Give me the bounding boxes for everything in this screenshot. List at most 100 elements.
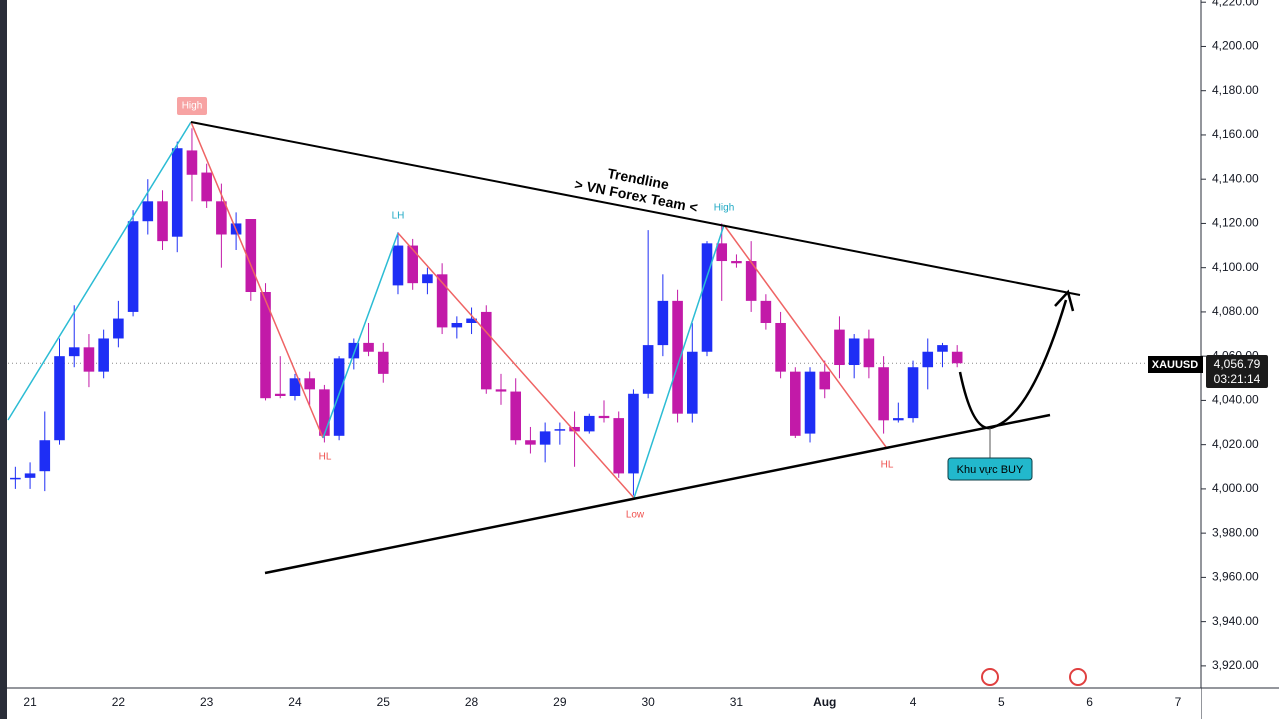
candle-body [745, 261, 757, 301]
trendline-bottom [264, 413, 1051, 575]
candle-body [598, 415, 610, 419]
candle-body [113, 318, 124, 339]
candle-body [922, 351, 934, 368]
candle-body [127, 221, 139, 312]
candle-body [686, 351, 698, 414]
x-tick-label: Aug [813, 695, 836, 709]
price-tag [1206, 355, 1268, 388]
candle-body [142, 201, 154, 222]
projection-arrow [958, 299, 1068, 430]
candle-body [701, 243, 713, 352]
x-tick-label: 6 [1086, 695, 1093, 709]
pivot-label: High [714, 203, 735, 214]
candle-body [848, 338, 860, 366]
x-tick-label: 23 [200, 695, 214, 709]
candle-body [893, 418, 904, 421]
candle-body [260, 292, 271, 399]
candle-body [804, 371, 816, 434]
symbol-label: XAUUSD [1152, 359, 1199, 371]
candle-body [274, 393, 286, 396]
candle-body [834, 329, 845, 366]
candle-body [539, 431, 551, 445]
pivot-label: HL [319, 452, 332, 463]
candle-body [98, 338, 109, 372]
zigzag-down [397, 232, 635, 499]
candle-body [554, 429, 566, 431]
candle-body [377, 351, 389, 374]
candle-body [363, 342, 374, 352]
candle-body [480, 311, 492, 390]
zigzag-up [633, 224, 725, 499]
label-box [177, 97, 207, 115]
y-tick-label: 3,960.00 [1212, 570, 1259, 584]
candle-body [583, 415, 595, 432]
y-tick-label: 4,180.00 [1212, 83, 1259, 97]
candle-body [495, 389, 507, 392]
candle-body [39, 440, 51, 472]
candle-body [436, 274, 448, 328]
event-icon[interactable] [1069, 668, 1087, 686]
trendline-top [190, 121, 1081, 296]
candle-body [319, 389, 330, 436]
y-tick-label: 3,980.00 [1212, 525, 1259, 539]
candle-body [407, 245, 418, 284]
candle-body [24, 473, 36, 478]
x-tick-label: 29 [553, 695, 567, 709]
y-tick-label: 4,120.00 [1212, 216, 1259, 230]
pivot-label: LH [392, 211, 405, 222]
drawings [7, 97, 1081, 575]
candle-body [333, 358, 345, 436]
y-tick-label: 3,920.00 [1212, 658, 1259, 672]
left-frame [0, 0, 7, 719]
candle-body [186, 150, 198, 175]
x-tick-label: 21 [23, 695, 37, 709]
candle-body [157, 201, 168, 242]
arrow-head [1054, 289, 1075, 312]
event-icon[interactable] [981, 668, 999, 686]
x-tick-label: 28 [465, 695, 479, 709]
candle-body [392, 245, 404, 286]
y-tick-label: 4,040.00 [1212, 393, 1259, 407]
price-axis [1201, 0, 1279, 688]
candle-body [171, 148, 183, 237]
candle-body [466, 318, 477, 323]
countdown-label: 03:21:14 [1214, 372, 1261, 386]
candle-body [510, 391, 522, 441]
pivot-label: Low [626, 510, 645, 521]
candle-body [760, 300, 772, 323]
candle-body [716, 243, 728, 262]
time-axis [7, 688, 1201, 719]
candle-body [642, 345, 654, 394]
pivot-label: HL [881, 460, 894, 471]
candle-body [863, 338, 875, 368]
candle-body [819, 371, 831, 390]
zigzag-up [322, 232, 399, 439]
candle-body [201, 172, 212, 202]
zigzag-down [190, 121, 324, 439]
buy-label: Khu vực BUY [957, 464, 1024, 476]
x-tick-label: 24 [288, 695, 302, 709]
candle-body [451, 322, 463, 328]
axes: 3,920.00 3,940.00 3,960.00 3,980.00 4,000.00… [23, 0, 1259, 709]
x-tick-label: 30 [641, 695, 655, 709]
candle-body [68, 347, 80, 357]
candle-body [216, 201, 227, 235]
candle-body [907, 367, 919, 419]
candle-body [525, 440, 536, 445]
y-tick-label: 4,080.00 [1212, 304, 1259, 318]
x-tick-label: 4 [910, 695, 917, 709]
candle-body [775, 322, 786, 372]
x-tick-label: 5 [998, 695, 1005, 709]
candle-body [348, 342, 360, 359]
candle-body [304, 378, 315, 390]
candle-body [672, 300, 683, 414]
candle-body [569, 426, 580, 432]
buy-box [947, 457, 1033, 481]
y-tick-label: 4,200.00 [1212, 39, 1259, 53]
candle-body [937, 345, 948, 352]
candle-body [657, 300, 669, 346]
symbol-tag [1148, 356, 1203, 373]
candle-body [422, 274, 433, 284]
